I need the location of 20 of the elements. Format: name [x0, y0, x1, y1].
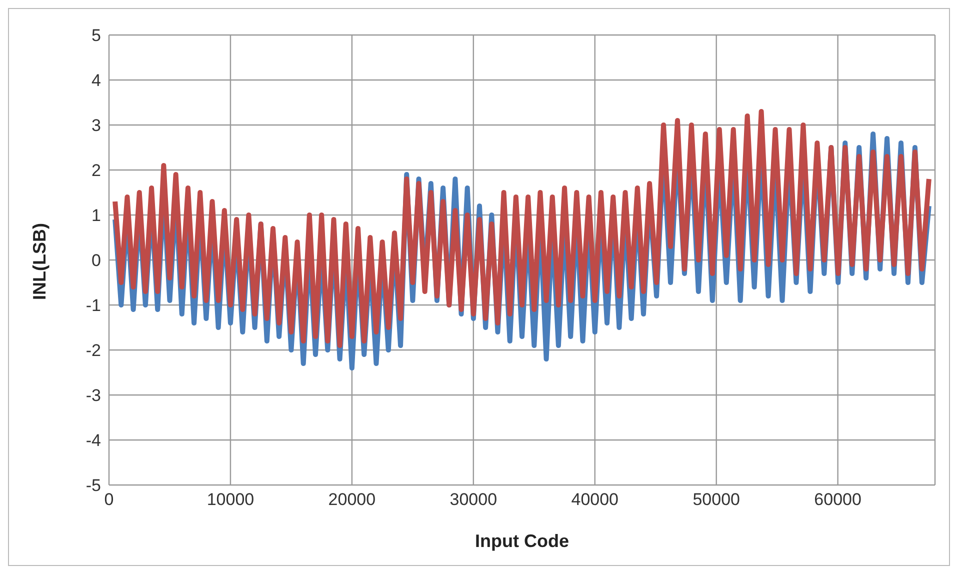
x-tick-label: 0	[104, 490, 114, 510]
y-tick-label: 4	[92, 71, 101, 90]
y-tick-label: -4	[86, 431, 101, 450]
x-tick-label: 20000	[328, 490, 376, 510]
y-tick-label: -3	[86, 386, 101, 406]
x-tick-label: 60000	[814, 490, 862, 510]
y-tick-label: 2	[92, 161, 101, 180]
y-tick-label: 5	[92, 26, 101, 46]
x-tick-label: 10000	[206, 490, 254, 510]
y-axis-title: INL(LSB)	[29, 223, 50, 300]
y-tick-label: -5	[86, 476, 101, 496]
x-tick-label: 50000	[692, 490, 740, 510]
y-tick-label: -1	[86, 296, 101, 316]
y-tick-label: -2	[86, 341, 101, 360]
y-tick-label: 0	[92, 251, 101, 270]
x-axis-title: Input Code	[475, 531, 569, 551]
x-tick-label: 40000	[571, 490, 619, 510]
x-tick-label: 30000	[450, 490, 498, 510]
y-tick-label: 3	[92, 116, 101, 136]
y-tick-label: 1	[92, 206, 101, 226]
